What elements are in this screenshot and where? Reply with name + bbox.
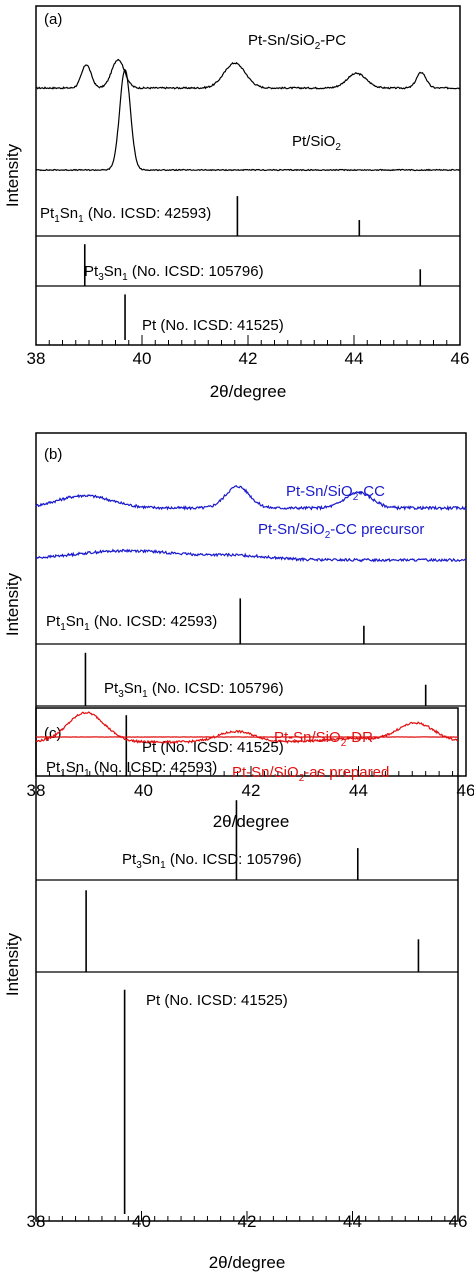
series-label: Pt-Sn/SiO2-CC precursor xyxy=(258,521,424,541)
series-curve xyxy=(35,548,467,563)
x-tick-label: 40 xyxy=(134,781,153,800)
series-curve xyxy=(35,711,458,745)
y-axis-label: Intensity xyxy=(3,932,22,996)
chart-panel-a: (a) 38 40 42 44 46 2θ/degree Intensity Pt-Sn/SiO… xyxy=(3,5,470,401)
x-tick-label: 42 xyxy=(242,781,261,800)
panel-label: (b) xyxy=(44,446,62,463)
x-tick-label: 40 xyxy=(133,349,152,368)
x-tick-label: 44 xyxy=(349,781,368,800)
x-axis-label: 2θ/degree xyxy=(210,382,287,401)
series-label: Pt/SiO2 xyxy=(292,133,341,153)
chart-panel-c: (c) 38 40 42 44 46 2θ/degree Intensity Pt-Sn/SiO… xyxy=(3,707,468,1272)
series-label: Pt-Sn/SiO2-DR xyxy=(274,729,373,749)
chart-panel-b: (b)38 40 42 44 462θ/degreeIntensityPt-Sn/SiO… xyxy=(3,432,474,831)
x-tick-label: 44 xyxy=(343,1212,362,1231)
reference-label: Pt (No. ICSD: 41525) xyxy=(142,739,284,756)
reference-label: Pt1Sn1 (No. ICSD: 42593) xyxy=(46,759,217,779)
x-tick-label: 38 xyxy=(27,349,46,368)
x-tick-label: 46 xyxy=(449,1212,468,1231)
x-axis-label: 2θ/degree xyxy=(209,1253,286,1272)
series-curve xyxy=(35,68,461,172)
panel-label: (a) xyxy=(44,11,62,28)
series-label: Pt-Sn/SiO2-CC xyxy=(286,483,385,503)
reference-label: Pt (No. ICSD: 41525) xyxy=(142,317,284,334)
x-tick-label: 38 xyxy=(27,1212,46,1231)
panel-label: (c) xyxy=(44,725,62,742)
y-axis-label: Intensity xyxy=(3,572,22,636)
reference-label: Pt3Sn1 (No. ICSD: 105796) xyxy=(84,263,264,283)
series-curve xyxy=(35,484,467,512)
reference-label: Pt3Sn1 (No. ICSD: 105796) xyxy=(122,851,302,871)
reference-label: Pt1Sn1 (No. ICSD: 42593) xyxy=(40,205,211,225)
x-tick-label: 42 xyxy=(239,349,258,368)
x-tick-label: 42 xyxy=(238,1212,257,1231)
x-tick-label: 40 xyxy=(132,1212,151,1231)
plot-frame xyxy=(35,432,467,777)
reference-label: Pt (No. ICSD: 41525) xyxy=(146,992,288,1009)
reference-label: Pt3Sn1 (No. ICSD: 105796) xyxy=(104,680,284,700)
series-label: Pt-Sn/SiO2-PC xyxy=(248,32,346,52)
series-label: Pt-Sn/SiO2-as prepared xyxy=(232,764,389,784)
x-tick-label: 46 xyxy=(451,349,470,368)
reference-label: Pt1Sn1 (No. ICSD: 42593) xyxy=(46,613,217,633)
plot-frame xyxy=(35,5,461,346)
x-tick-label: 46 xyxy=(457,781,474,800)
y-axis-label: Intensity xyxy=(3,143,22,207)
x-axis-label: 2θ/degree xyxy=(213,812,290,831)
series-curve xyxy=(35,58,461,90)
x-tick-label: 44 xyxy=(345,349,364,368)
